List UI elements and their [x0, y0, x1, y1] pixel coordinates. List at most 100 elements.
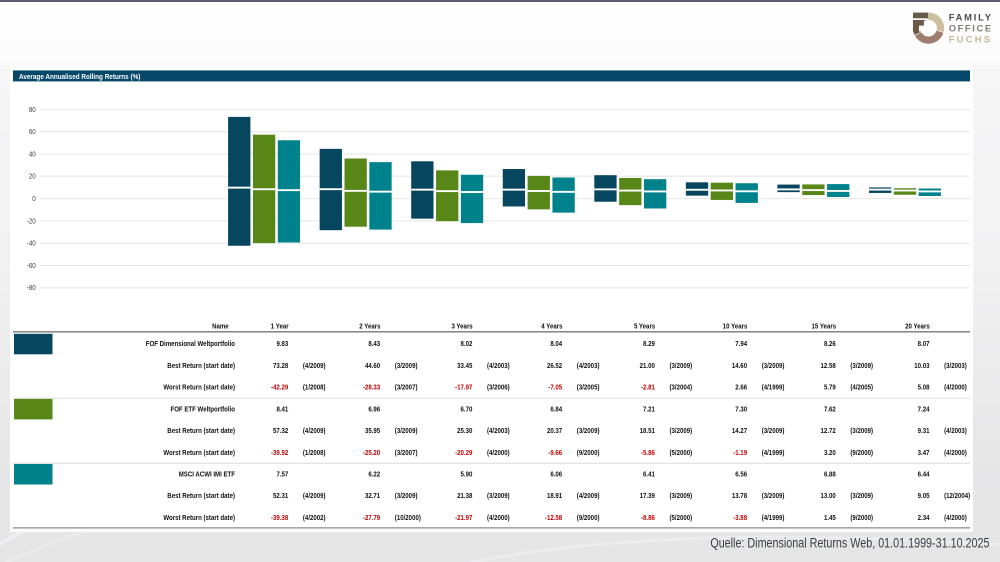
svg-text:8.07: 8.07	[918, 341, 930, 348]
svg-text:57.32: 57.32	[273, 428, 289, 435]
svg-text:(3/2009): (3/2009)	[762, 493, 785, 500]
svg-text:8.04: 8.04	[550, 341, 562, 348]
svg-text:7.57: 7.57	[276, 471, 288, 478]
svg-text:(3/2009): (3/2009)	[487, 493, 510, 500]
svg-text:7.24: 7.24	[918, 406, 930, 413]
svg-text:-9.66: -9.66	[548, 450, 562, 457]
svg-text:(3/2009): (3/2009)	[670, 363, 693, 370]
svg-text:(3/2006): (3/2006)	[487, 384, 510, 391]
svg-text:(1/2008): (1/2008)	[303, 384, 326, 391]
svg-text:(3/2009): (3/2009)	[762, 428, 785, 435]
svg-text:(4/2000): (4/2000)	[944, 450, 967, 457]
svg-text:13.00: 13.00	[821, 493, 837, 500]
svg-text:(3/2004): (3/2004)	[670, 384, 693, 391]
svg-text:21.38: 21.38	[457, 493, 473, 500]
svg-text:8.41: 8.41	[276, 406, 288, 413]
svg-text:Quelle: Dimensional Returns We: Quelle: Dimensional Returns Web, 01.01.1…	[710, 535, 989, 551]
svg-text:8.26: 8.26	[824, 341, 836, 348]
svg-text:6.44: 6.44	[918, 471, 930, 478]
svg-text:-21.97: -21.97	[455, 515, 473, 522]
svg-text:-40: -40	[27, 240, 36, 247]
svg-text:-3.88: -3.88	[733, 515, 747, 522]
svg-text:14.60: 14.60	[732, 363, 748, 370]
svg-text:-17.97: -17.97	[455, 384, 473, 391]
svg-text:(3/2009): (3/2009)	[395, 363, 418, 370]
svg-text:5.08: 5.08	[918, 384, 930, 391]
svg-text:52.31: 52.31	[273, 493, 289, 500]
svg-text:(4/2002): (4/2002)	[303, 515, 326, 522]
svg-text:(3/2007): (3/2007)	[395, 450, 418, 457]
svg-text:15 Years: 15 Years	[811, 323, 836, 330]
svg-text:-27.79: -27.79	[363, 515, 381, 522]
svg-text:(3/2009): (3/2009)	[395, 428, 418, 435]
svg-text:9.83: 9.83	[276, 341, 288, 348]
svg-text:(3/2009): (3/2009)	[762, 363, 785, 370]
svg-text:8.02: 8.02	[461, 341, 473, 348]
svg-text:13.78: 13.78	[732, 493, 748, 500]
svg-text:FUCHS: FUCHS	[949, 34, 993, 44]
svg-text:(3/2009): (3/2009)	[670, 428, 693, 435]
svg-text:(4/1999): (4/1999)	[762, 450, 785, 457]
svg-text:(4/2009): (4/2009)	[303, 493, 326, 500]
svg-text:(12/2004): (12/2004)	[944, 493, 970, 500]
svg-text:17.39: 17.39	[640, 493, 656, 500]
svg-text:MSCI ACWI IMI ETF: MSCI ACWI IMI ETF	[179, 471, 235, 478]
svg-text:-42.29: -42.29	[271, 384, 289, 391]
svg-text:(5/2000): (5/2000)	[670, 450, 693, 457]
svg-text:20: 20	[29, 173, 36, 180]
svg-text:(3/2009): (3/2009)	[850, 428, 873, 435]
svg-text:OFFICE: OFFICE	[949, 23, 993, 33]
svg-text:1 Year: 1 Year	[271, 323, 289, 330]
svg-text:(4/2009): (4/2009)	[303, 428, 326, 435]
svg-text:6.56: 6.56	[735, 471, 747, 478]
svg-text:6.96: 6.96	[368, 406, 380, 413]
svg-text:-1.19: -1.19	[733, 450, 747, 457]
svg-text:3.47: 3.47	[918, 450, 930, 457]
svg-text:6.70: 6.70	[461, 406, 473, 413]
svg-text:(4/2003): (4/2003)	[487, 428, 510, 435]
svg-text:5.79: 5.79	[824, 384, 836, 391]
svg-text:73.28: 73.28	[273, 363, 289, 370]
svg-text:(5/2000): (5/2000)	[670, 515, 693, 522]
svg-text:4 Years: 4 Years	[541, 323, 563, 330]
svg-text:12.72: 12.72	[821, 428, 837, 435]
svg-text:14.27: 14.27	[732, 428, 748, 435]
svg-text:-8.86: -8.86	[641, 515, 655, 522]
svg-text:(1/2008): (1/2008)	[303, 450, 326, 457]
svg-text:(4/2003): (4/2003)	[487, 363, 510, 370]
svg-text:3 Years: 3 Years	[451, 323, 473, 330]
svg-text:(3/2003): (3/2003)	[944, 363, 967, 370]
svg-text:21.00: 21.00	[640, 363, 656, 370]
svg-text:(4/2000): (4/2000)	[487, 450, 510, 457]
svg-text:-2.81: -2.81	[641, 384, 655, 391]
svg-text:(3/2009): (3/2009)	[395, 493, 418, 500]
svg-text:(3/2009): (3/2009)	[670, 493, 693, 500]
svg-text:(9/2000): (9/2000)	[850, 515, 873, 522]
svg-text:Name: Name	[212, 323, 229, 330]
svg-text:Worst Return (start date): Worst Return (start date)	[163, 450, 235, 457]
svg-text:-80: -80	[27, 285, 36, 292]
svg-text:25.30: 25.30	[457, 428, 473, 435]
svg-text:(4/1999): (4/1999)	[762, 515, 785, 522]
svg-text:8.43: 8.43	[368, 341, 380, 348]
svg-text:(9/2000): (9/2000)	[577, 515, 600, 522]
svg-text:(4/1999): (4/1999)	[762, 384, 785, 391]
svg-text:-25.20: -25.20	[363, 450, 381, 457]
svg-text:18.51: 18.51	[640, 428, 656, 435]
svg-text:FAMILY: FAMILY	[949, 12, 993, 22]
svg-text:(4/2005): (4/2005)	[850, 384, 873, 391]
svg-text:26.52: 26.52	[547, 363, 563, 370]
svg-text:(3/2005): (3/2005)	[577, 384, 600, 391]
svg-text:-60: -60	[27, 263, 36, 270]
svg-text:-5.86: -5.86	[641, 450, 655, 457]
svg-text:-7.05: -7.05	[548, 384, 562, 391]
svg-text:80: 80	[29, 107, 36, 114]
svg-text:2.34: 2.34	[918, 515, 930, 522]
svg-text:32.71: 32.71	[365, 493, 381, 500]
svg-text:-20: -20	[27, 218, 36, 225]
svg-text:1.45: 1.45	[824, 515, 836, 522]
svg-text:(9/2000): (9/2000)	[850, 450, 873, 457]
svg-text:10 Years: 10 Years	[723, 323, 748, 330]
svg-text:3.20: 3.20	[824, 450, 836, 457]
svg-text:Best Return (start date): Best Return (start date)	[167, 363, 235, 370]
